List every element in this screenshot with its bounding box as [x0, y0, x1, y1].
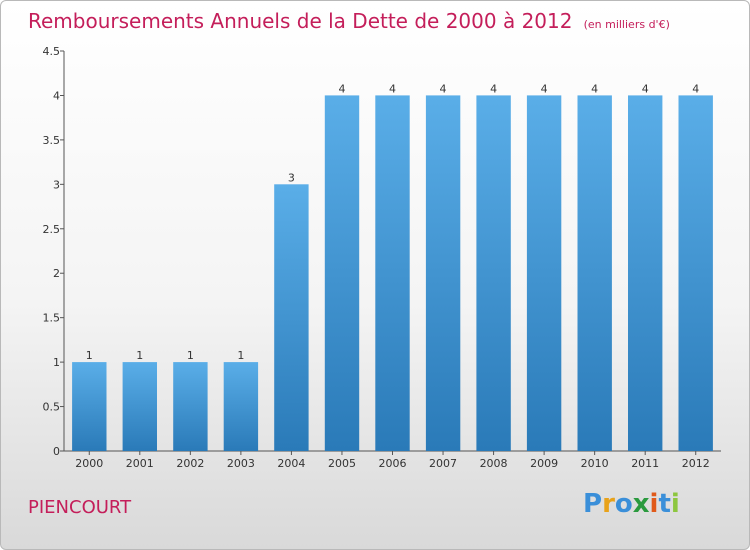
data-label: 4 [591, 82, 598, 95]
x-tick-label: 2003 [227, 457, 255, 470]
bar-2012 [678, 95, 713, 452]
data-label: 4 [338, 82, 345, 95]
data-label: 4 [692, 82, 699, 95]
data-label: 1 [237, 349, 244, 362]
x-tick-label: 2000 [75, 457, 103, 470]
x-tick-label: 2008 [480, 457, 508, 470]
bar-2002 [173, 362, 208, 451]
bar-2001 [122, 362, 157, 451]
data-label: 1 [136, 349, 143, 362]
y-tick-label: 0 [53, 445, 60, 458]
x-tick-label: 2002 [176, 457, 204, 470]
bar-2006 [375, 95, 410, 452]
y-tick-label: 0.5 [43, 401, 61, 414]
x-tick-label: 2007 [429, 457, 457, 470]
x-tick-label: 2006 [379, 457, 407, 470]
proxiti-logo: Proxiti [583, 489, 680, 519]
data-label: 3 [288, 171, 295, 184]
data-label: 4 [490, 82, 497, 95]
data-label: 4 [541, 82, 548, 95]
y-tick-label: 2.5 [43, 223, 61, 236]
chart-title-text: Remboursements Annuels de la Dette de 20… [28, 9, 573, 33]
x-tick-label: 2010 [581, 457, 609, 470]
logo-letter: t [658, 489, 671, 519]
bar-2005 [324, 95, 360, 452]
logo-letter: x [632, 489, 650, 519]
logo-letter: i [649, 489, 659, 519]
bar-2004 [274, 184, 309, 452]
x-tick-label: 2009 [530, 457, 558, 470]
data-label: 4 [440, 82, 447, 95]
x-tick-label: 2004 [277, 457, 305, 470]
commune-name: PIENCOURT [28, 497, 132, 518]
y-tick-label: 2 [53, 267, 60, 280]
y-tick-label: 4.5 [43, 45, 61, 58]
bar-2011 [628, 95, 663, 452]
data-label: 1 [86, 349, 93, 362]
bar-2007 [425, 95, 461, 452]
x-tick-label: 2005 [328, 457, 356, 470]
x-tick-label: 2012 [682, 457, 710, 470]
y-tick-label: 1 [53, 356, 60, 369]
data-label: 1 [187, 349, 194, 362]
y-tick-label: 3 [53, 178, 60, 191]
logo-letter: i [670, 489, 680, 519]
bar-2009 [526, 95, 562, 452]
logo-letter: r [602, 489, 615, 519]
data-label: 4 [389, 82, 396, 95]
x-tick-label: 2001 [126, 457, 154, 470]
logo-letter: P [583, 489, 603, 519]
logo-letter: o [614, 489, 633, 519]
y-tick-label: 1.5 [43, 312, 61, 325]
chart-unit: (en milliers d'€) [583, 18, 670, 31]
bar-2008 [476, 95, 511, 452]
bar-2010 [577, 95, 612, 452]
y-tick-label: 4 [53, 89, 60, 102]
bar-2003 [223, 362, 259, 451]
y-tick-label: 3.5 [43, 134, 61, 147]
bar-2000 [72, 362, 107, 451]
chart-title: Remboursements Annuels de la Dette de 20… [28, 9, 670, 33]
x-tick-label: 2011 [631, 457, 659, 470]
data-label: 4 [642, 82, 649, 95]
